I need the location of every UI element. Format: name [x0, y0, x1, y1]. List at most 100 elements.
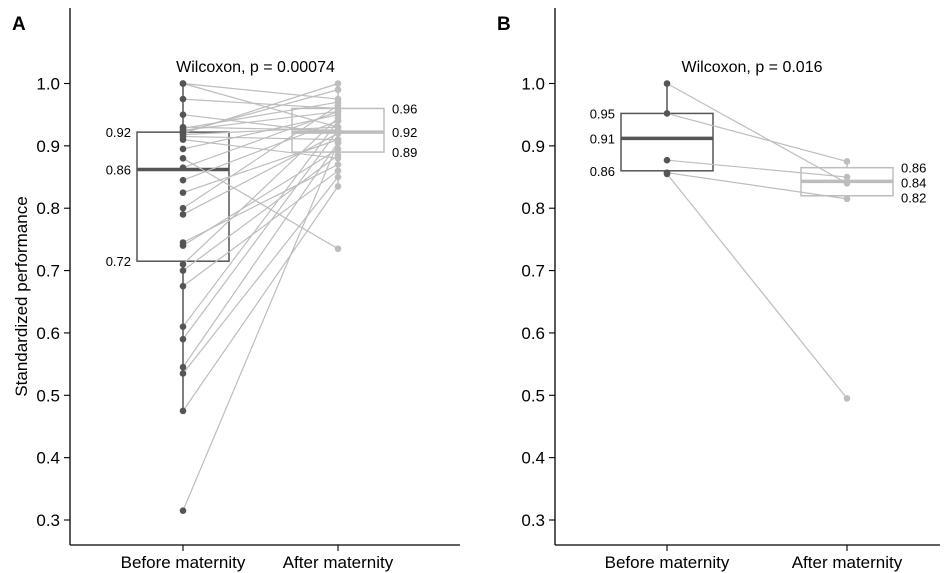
y-tick-label: 0.5: [36, 386, 60, 405]
pair-line: [666, 172, 848, 200]
point-before: [663, 156, 671, 164]
point-before: [179, 155, 187, 162]
box-label-q3: 0.86: [901, 161, 926, 176]
pair-line: [666, 112, 848, 163]
y-tick-label: 0.3: [521, 511, 545, 530]
y-tick-label: 0.7: [36, 262, 60, 281]
panel-letter: A: [12, 14, 26, 35]
y-tick-label: 0.9: [36, 137, 60, 156]
point-after: [334, 126, 342, 134]
point-before: [663, 170, 671, 178]
box-label-q1: 0.72: [106, 254, 131, 269]
x-tick-label: After maternity: [792, 553, 903, 572]
point-after: [334, 145, 342, 153]
point-before: [179, 136, 187, 143]
y-tick-label: 1.0: [36, 75, 60, 94]
x-tick-label: Before maternity: [121, 553, 246, 572]
y-tick-label: 0.6: [36, 324, 60, 343]
pair-line: [182, 132, 339, 215]
point-before: [179, 261, 187, 268]
point-after: [334, 151, 342, 159]
y-axis-label: Standardized performance: [12, 196, 31, 396]
box-label-q3: 0.96: [392, 101, 417, 116]
box-label-q3: 0.95: [590, 106, 615, 121]
point-before: [179, 370, 187, 377]
pair-line: [182, 135, 339, 141]
pair-line: [182, 110, 339, 169]
point-after: [843, 395, 851, 402]
pair-line: [182, 154, 339, 272]
point-after: [334, 108, 342, 115]
point-after: [334, 245, 342, 253]
pair-line: [182, 104, 339, 209]
point-after: [843, 158, 851, 165]
y-tick-label: 0.5: [521, 386, 545, 405]
point-before: [179, 189, 187, 196]
point-before: [179, 204, 187, 212]
pair-line: [182, 117, 339, 265]
point-before: [179, 282, 187, 290]
point-before: [179, 164, 187, 171]
pair-line: [182, 176, 339, 374]
panel-letter: B: [497, 14, 511, 35]
point-before: [179, 507, 187, 514]
pair-line: [182, 186, 339, 412]
point-after: [843, 173, 851, 181]
point-before: [179, 363, 187, 371]
pair-line: [182, 170, 339, 287]
pair-line: [666, 173, 848, 399]
y-tick-label: 0.8: [521, 199, 545, 218]
x-tick-label: After maternity: [283, 553, 394, 572]
pair-line: [182, 126, 339, 136]
y-tick-label: 0.6: [521, 324, 545, 343]
pair-line: [182, 120, 339, 328]
point-after: [334, 80, 342, 87]
point-after: [334, 117, 342, 125]
y-tick-label: 0.8: [36, 199, 60, 218]
point-before: [179, 176, 187, 184]
y-tick-label: 0.9: [521, 137, 545, 156]
box-label-q1: 0.89: [392, 145, 417, 160]
point-before: [179, 211, 187, 218]
pair-line: [182, 120, 339, 181]
y-tick-label: 1.0: [521, 75, 545, 94]
point-after: [843, 179, 851, 187]
point-before: [663, 110, 671, 117]
pair-line: [182, 142, 339, 511]
point-before: [179, 407, 187, 415]
box-label-median: 0.92: [392, 125, 417, 140]
pair-line: [182, 139, 339, 159]
box-label-q1: 0.82: [901, 191, 926, 206]
point-after: [334, 173, 342, 181]
y-tick-label: 0.4: [521, 449, 545, 468]
box-label-median: 0.86: [106, 163, 131, 178]
wilcoxon-annotation: Wilcoxon, p = 0.016: [682, 59, 823, 76]
box-label-q3: 0.92: [106, 125, 131, 140]
pair-line: [182, 139, 339, 194]
point-before: [179, 111, 187, 118]
box-label-median: 0.91: [590, 131, 615, 146]
pair-line: [182, 142, 339, 368]
y-tick-label: 0.4: [36, 449, 60, 468]
point-after: [334, 102, 342, 109]
point-after: [334, 183, 342, 190]
point-before: [179, 267, 187, 274]
x-tick-label: Before maternity: [605, 553, 730, 572]
point-before: [663, 80, 671, 87]
point-before: [179, 80, 187, 87]
pair-line: [666, 82, 848, 184]
pair-line: [182, 82, 339, 134]
point-before: [179, 145, 187, 153]
point-before: [179, 323, 187, 330]
box-label-median: 0.84: [901, 176, 926, 191]
point-after: [334, 167, 342, 175]
y-tick-label: 0.7: [521, 262, 545, 281]
wilcoxon-annotation: Wilcoxon, p = 0.00074: [176, 59, 335, 76]
y-tick-label: 0.3: [36, 511, 60, 530]
pair-line: [182, 101, 339, 129]
pair-line: [182, 98, 339, 110]
point-before: [179, 335, 187, 343]
point-after: [843, 195, 851, 203]
